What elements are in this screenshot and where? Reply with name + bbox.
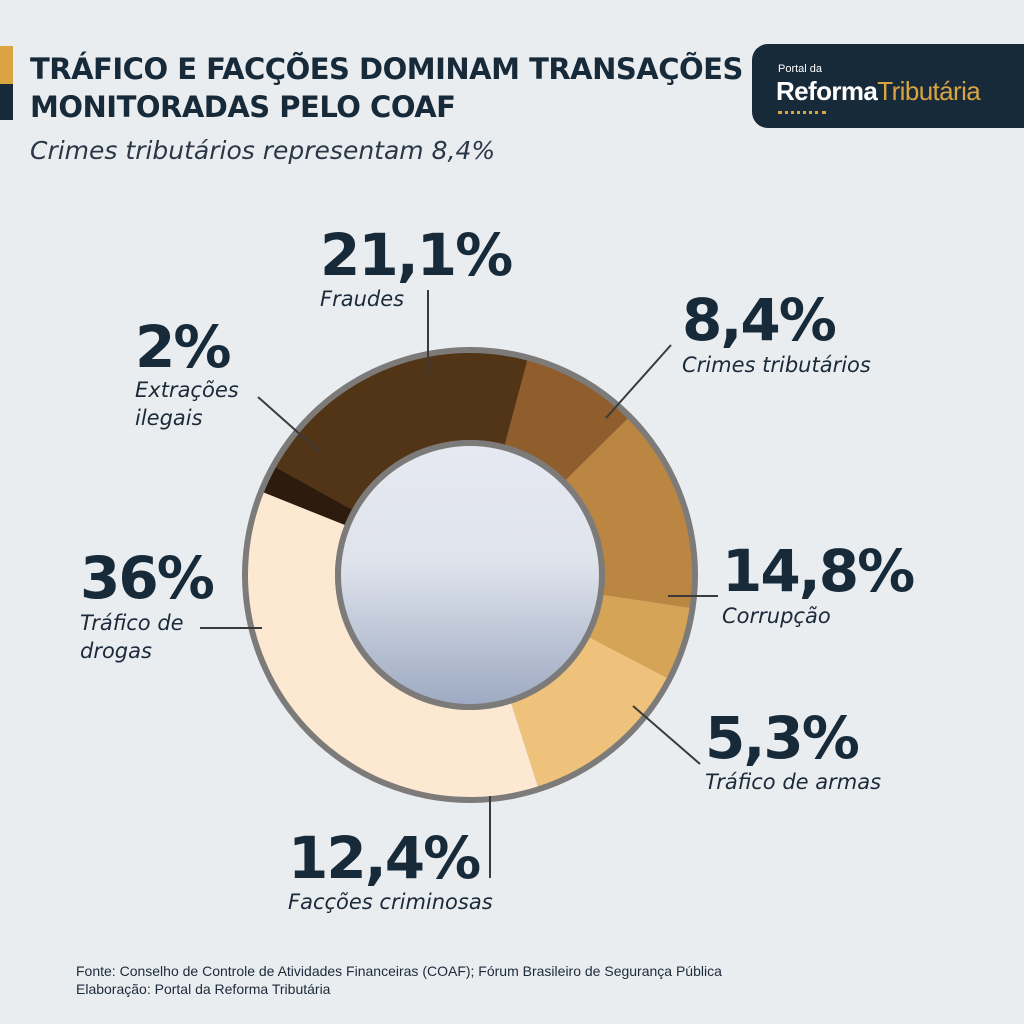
brand-logo-tributaria: Tributária (877, 76, 981, 106)
value-label-trafico-de-drogas: 36% (80, 544, 214, 612)
title-accent-gold (0, 46, 13, 84)
value-label-corrupcao: 14,8% (722, 537, 914, 605)
donut-center (341, 446, 599, 704)
footer-source: Fonte: Conselho de Controle de Atividade… (76, 963, 722, 979)
page-title: TRÁFICO E FACÇÕES DOMINAM TRANSAÇÕES MON… (30, 50, 750, 126)
category-label-extracoes-ilegais-2: ilegais (135, 406, 203, 430)
footer: Fonte: Conselho de Controle de Atividade… (76, 962, 722, 998)
value-label-fraudes: 21,1% (320, 221, 512, 289)
page-subtitle: Crimes tributários representam 8,4% (30, 136, 496, 165)
slice-trafico-de-armas (589, 594, 690, 678)
title-accent-navy (0, 84, 13, 120)
page-title-line-1: TRÁFICO E FACÇÕES DOMINAM TRANSAÇÕES (30, 52, 743, 86)
slice-trafico-de-drogas (248, 492, 538, 798)
category-label-corrupcao: Corrupção (722, 604, 831, 628)
value-label-extracoes-ilegais: 2% (135, 313, 230, 381)
brand-logo-reforma: Reforma (776, 76, 878, 106)
donut-slices (248, 352, 692, 798)
slice-faccoes-criminosas (511, 637, 667, 787)
category-label-trafico-de-armas: Tráfico de armas (705, 770, 881, 794)
leader-line-trafico-de-armas (632, 705, 701, 765)
donut-callouts: 21,1%Fraudes 8,4%Crimes tributários 14,8%C… (80, 221, 916, 914)
page-title-line-2: MONITORADAS PELO COAF (30, 90, 456, 124)
leader-line-crimes-tributarios (605, 344, 672, 419)
footer-credit: Elaboração: Portal da Reforma Tributária (76, 981, 331, 997)
brand-logo: Portal da ReformaTributária (752, 44, 1024, 128)
value-label-trafico-de-armas: 5,3% (705, 704, 859, 772)
slice-corrupcao (565, 418, 692, 608)
brand-logo-small-text: Portal da (778, 63, 823, 75)
category-label-trafico-de-drogas-1: Tráfico de (80, 611, 184, 635)
value-label-crimes-tributarios: 8,4% (682, 286, 836, 354)
slice-fraudes (275, 352, 528, 510)
category-label-fraudes: Fraudes (320, 287, 404, 311)
category-label-faccoes-criminosas: Facções criminosas (288, 890, 493, 914)
value-label-faccoes-criminosas: 12,4% (288, 824, 480, 892)
slice-crimes-tributarios (504, 360, 628, 480)
category-label-trafico-de-drogas-2: drogas (80, 639, 152, 663)
category-label-extracoes-ilegais-1: Extrações (135, 378, 239, 402)
leader-line-extracoes-ilegais (257, 396, 321, 453)
brand-logo-dots (778, 111, 826, 114)
slice-extracoes-ilegais (263, 467, 352, 525)
brand-logo-wordmark: ReformaTributária (776, 76, 981, 107)
category-label-crimes-tributarios: Crimes tributários (682, 353, 871, 377)
